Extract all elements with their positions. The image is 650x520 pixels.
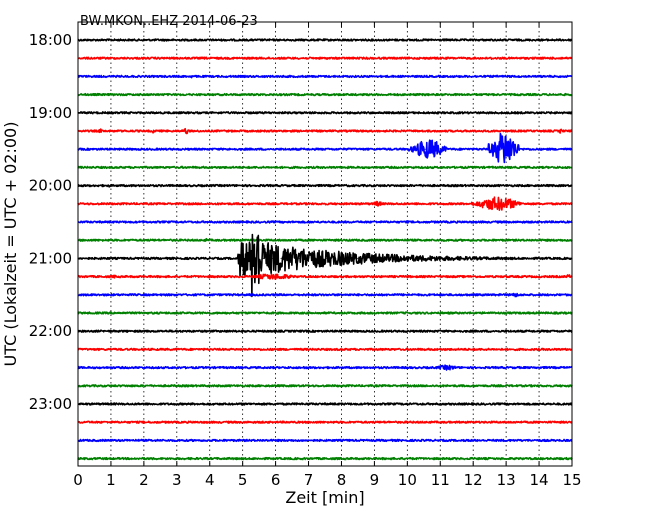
y-axis-title: UTC (Lokalzeit = UTC + 02:00)	[1, 122, 20, 367]
y-tick-label: 22:00	[29, 322, 72, 340]
trace-line	[77, 220, 573, 224]
trace-lines	[77, 38, 573, 461]
y-tick-label: 19:00	[29, 104, 72, 122]
y-tick-labels: 18:00 19:00 20:00 21:00 22:00 23:00	[29, 31, 72, 413]
x-tick-label: 1	[106, 471, 116, 489]
trace-line	[77, 165, 573, 170]
plot-frame	[77, 21, 573, 467]
trace-line	[77, 384, 573, 388]
x-tick-label: 15	[562, 471, 581, 489]
x-tick-label: 5	[238, 471, 248, 489]
x-tick-label: 10	[398, 471, 417, 489]
trace-line	[77, 420, 573, 424]
trace-line	[77, 233, 573, 298]
trace-line	[77, 273, 573, 281]
x-tick-label: 0	[73, 471, 83, 489]
trace-line	[77, 92, 573, 97]
trace-line	[77, 237, 573, 243]
x-tick-label: 3	[172, 471, 182, 489]
trace-line	[77, 311, 573, 315]
trace-line	[77, 38, 573, 42]
trace-line	[77, 402, 573, 406]
trace-line	[77, 111, 573, 115]
x-tick-label: 11	[431, 471, 450, 489]
trace-line	[77, 196, 573, 211]
trace-line	[77, 127, 573, 135]
x-tick-label: 8	[337, 471, 347, 489]
x-tick-labels: 0 1 2 3 4 5 6 7 8 9 10 11 12 13 14 15	[73, 471, 581, 489]
y-tick-label: 21:00	[29, 249, 72, 267]
axis-ticks	[77, 22, 573, 466]
trace-line	[77, 292, 573, 298]
x-tick-label: 12	[464, 471, 483, 489]
grid-lines	[78, 22, 572, 466]
x-tick-label: 14	[530, 471, 549, 489]
trace-line	[77, 183, 573, 188]
trace-line	[77, 74, 573, 79]
trace-line	[77, 329, 573, 333]
x-tick-label: 6	[271, 471, 281, 489]
y-tick-label: 18:00	[29, 31, 72, 49]
x-tick-label: 7	[304, 471, 314, 489]
x-tick-label: 4	[205, 471, 215, 489]
x-tick-label: 2	[139, 471, 149, 489]
x-tick-label: 9	[370, 471, 380, 489]
x-axis-title: Zeit [min]	[285, 488, 364, 507]
y-tick-label: 23:00	[29, 395, 72, 413]
trace-line	[77, 56, 573, 60]
trace-line	[77, 347, 573, 352]
trace-line	[77, 132, 573, 164]
trace-line	[77, 456, 573, 461]
x-tick-label: 13	[497, 471, 516, 489]
y-tick-label: 20:00	[29, 177, 72, 195]
trace-line	[77, 438, 573, 443]
trace-line	[77, 364, 573, 371]
